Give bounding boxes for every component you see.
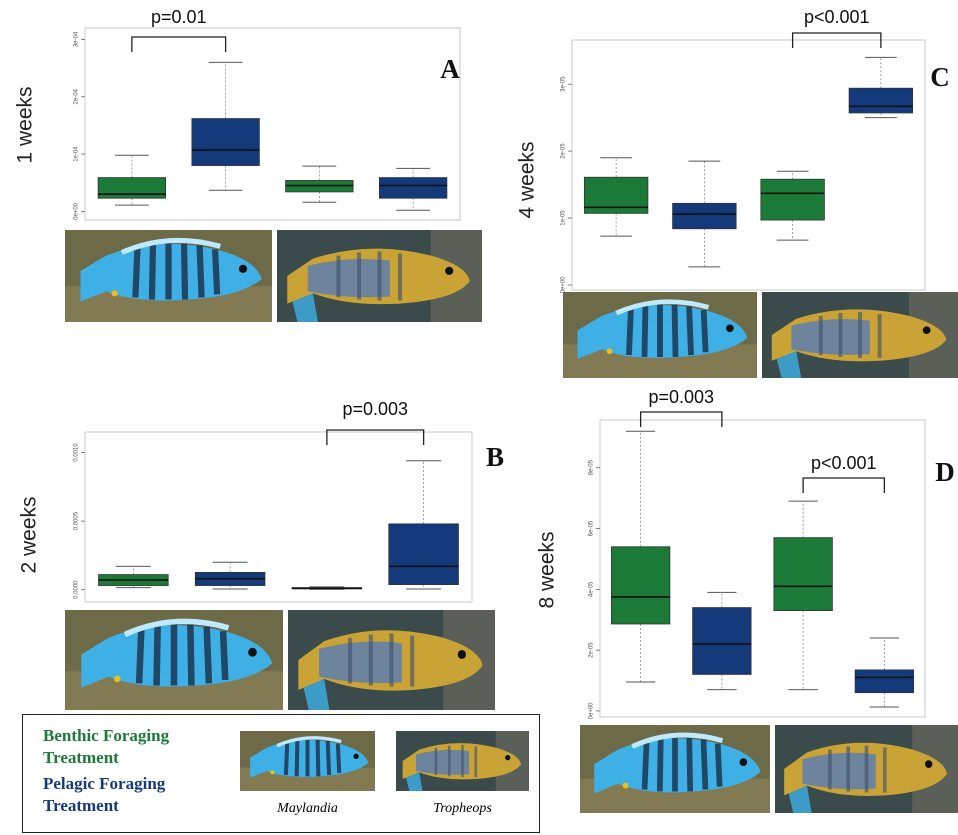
photo-tropheops <box>396 731 529 791</box>
y-tick-label: 0.0000 <box>74 580 80 599</box>
species-label: Tropheops <box>395 801 530 817</box>
chart-canvas: 0e+00 1e-04 2e-04 3e-04 p=0.01 1 weeks A 0.0000… <box>0 0 958 835</box>
panel-letter: A <box>440 54 460 84</box>
photo-maylandia <box>240 731 375 791</box>
photo-tropheops <box>288 610 495 710</box>
box <box>693 608 752 675</box>
legend-photos <box>238 729 538 809</box>
panel-letter: B <box>486 442 504 472</box>
y-tick-label: 2e-04 <box>74 88 80 104</box>
y-axis-label: 1 weeks <box>14 86 37 163</box>
legend-item: Pelagic Foraging Treatment <box>43 773 218 817</box>
box <box>379 178 447 199</box>
significance-bracket <box>803 478 884 493</box>
plot-frame <box>572 40 925 290</box>
box <box>761 179 825 220</box>
photo-maylandia <box>65 230 272 322</box>
legend: Benthic Foraging Treatment Pelagic Forag… <box>22 714 540 833</box>
y-axis-label: 8 weeks <box>536 531 559 608</box>
box <box>774 538 833 611</box>
y-tick-label: 0e+00 <box>589 702 595 720</box>
y-tick-label: 4e-05 <box>589 581 595 597</box>
y-axis-label: 2 weeks <box>18 496 41 573</box>
box <box>855 670 914 693</box>
box <box>98 178 166 199</box>
y-tick-label: 0.0010 <box>74 443 80 462</box>
y-tick-label: 0e+00 <box>74 202 80 220</box>
y-tick-label: 1e-04 <box>74 146 80 162</box>
p-value: p<0.001 <box>804 7 870 27</box>
y-tick-label: 0.0005 <box>74 511 80 530</box>
significance-bracket <box>641 412 722 427</box>
photo-maylandia <box>580 725 770 813</box>
y-tick-label: 8e-05 <box>589 459 595 475</box>
box <box>389 524 459 585</box>
species-label: Maylandia <box>240 801 375 817</box>
panel-letter: C <box>930 62 950 92</box>
significance-bracket <box>793 33 881 48</box>
significance-bracket <box>132 37 226 52</box>
photo-tropheops <box>277 230 482 322</box>
y-tick-label: 3e-04 <box>74 31 80 47</box>
photo-maylandia <box>563 292 757 378</box>
y-tick-label: 1e-05 <box>561 210 567 226</box>
figure: 0e+00 1e-04 2e-04 3e-04 p=0.01 1 weeks A 0.0000… <box>0 0 958 835</box>
y-tick-label: 2e-05 <box>589 642 595 658</box>
box <box>673 203 737 228</box>
box <box>849 88 913 113</box>
box <box>192 119 260 166</box>
photo-tropheops <box>775 725 958 813</box>
p-value: p<0.001 <box>811 453 877 473</box>
y-tick-label: 2e-05 <box>561 143 567 159</box>
photo-maylandia <box>65 610 283 710</box>
y-tick-label: 3e-05 <box>561 76 567 92</box>
panel-letter: D <box>935 457 955 487</box>
y-tick-label: 6e-05 <box>589 520 595 536</box>
y-tick-label: 0e+00 <box>561 276 567 294</box>
legend-item: Benthic Foraging Treatment <box>43 725 218 769</box>
p-value: p=0.003 <box>648 387 714 407</box>
p-value: p=0.003 <box>342 399 408 419</box>
box <box>611 547 670 624</box>
p-value: p=0.01 <box>151 7 207 27</box>
photo-tropheops <box>762 292 958 378</box>
y-axis-label: 4 weeks <box>516 141 539 218</box>
